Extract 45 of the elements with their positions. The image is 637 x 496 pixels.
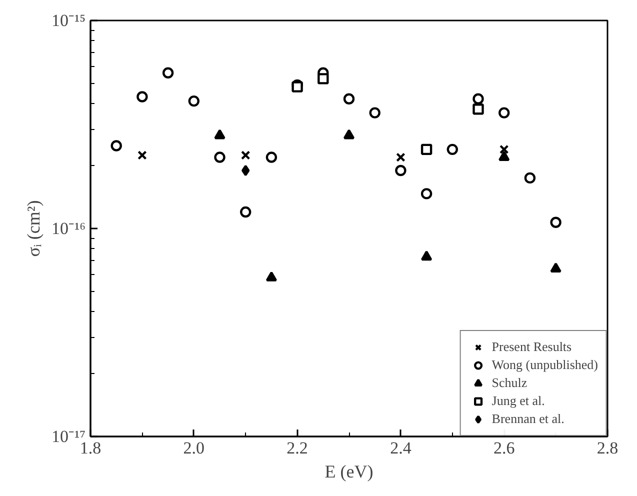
legend-label: Schulz <box>492 375 528 391</box>
point <box>396 152 406 162</box>
y-tick-label: 10⁻¹⁶ <box>51 219 86 238</box>
point <box>266 271 278 282</box>
point <box>318 73 329 84</box>
point <box>420 144 432 156</box>
point <box>498 107 510 118</box>
x-tick-label: 2.4 <box>390 438 412 458</box>
point <box>343 129 355 140</box>
x-tick-label: 1.8 <box>80 438 102 458</box>
y-tick-label: 10⁻¹⁵ <box>51 11 86 30</box>
point <box>472 104 484 115</box>
point <box>472 93 484 104</box>
y-axis-title: σᵢ (cm²) <box>23 200 44 257</box>
point <box>499 144 509 154</box>
legend-label: Wong (unpublished) <box>492 357 598 373</box>
point <box>214 129 226 140</box>
point <box>214 152 226 163</box>
point <box>446 144 458 156</box>
point <box>162 67 174 78</box>
point <box>240 150 250 160</box>
point <box>138 150 147 160</box>
legend-label: Present Results <box>492 339 572 355</box>
x-tick-label: 2.6 <box>493 438 515 458</box>
point <box>266 152 278 163</box>
point <box>420 188 432 200</box>
point <box>550 216 562 228</box>
x-tick-label: 2.0 <box>183 438 205 458</box>
point <box>110 140 122 152</box>
point <box>524 172 536 184</box>
x-tick-label: 2.8 <box>596 438 618 458</box>
legend-label: Brennan et al. <box>492 411 564 427</box>
point <box>369 107 380 118</box>
x-tick-label: 2.2 <box>286 438 308 458</box>
point <box>343 93 355 104</box>
point <box>420 250 432 261</box>
point <box>498 150 510 161</box>
x-axis-title: E (eV) <box>324 462 374 482</box>
point <box>550 262 562 273</box>
point <box>395 164 406 176</box>
point <box>188 95 200 107</box>
point <box>136 91 148 102</box>
point <box>240 206 252 218</box>
point <box>242 164 250 176</box>
legend-label: Jung et al. <box>492 393 545 409</box>
